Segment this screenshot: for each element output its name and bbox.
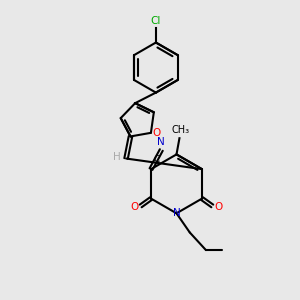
Text: O: O (130, 202, 138, 212)
Text: N: N (158, 137, 165, 147)
Text: O: O (152, 128, 160, 138)
Text: H: H (113, 152, 121, 162)
Text: N: N (172, 208, 180, 218)
Text: C: C (153, 155, 159, 164)
Text: O: O (215, 202, 223, 212)
Text: Cl: Cl (151, 16, 161, 26)
Text: CH₃: CH₃ (172, 125, 190, 135)
